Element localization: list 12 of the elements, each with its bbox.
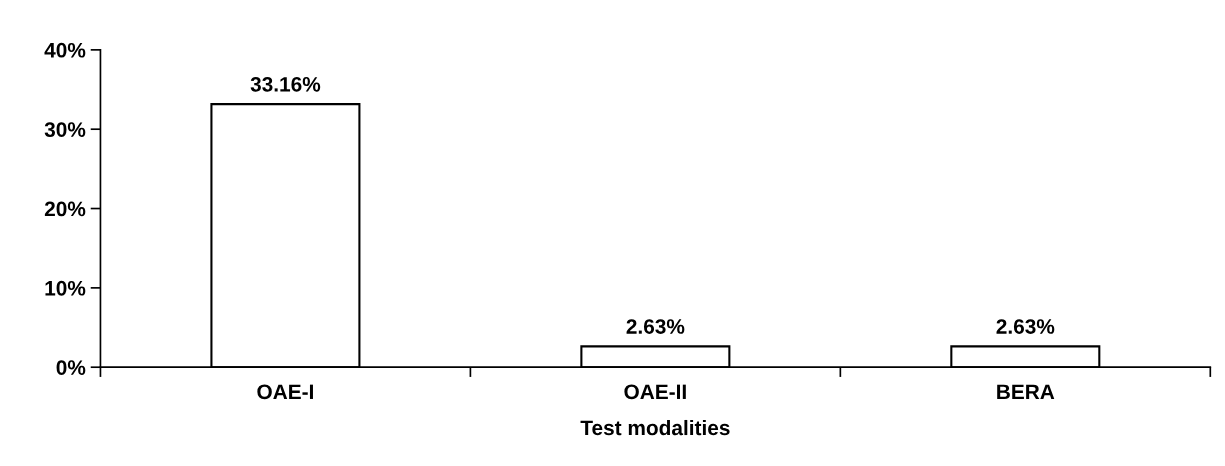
y-tick-label: 20% <box>44 201 86 217</box>
data-label: 2.63% <box>626 319 685 334</box>
y-tick-label: 30% <box>44 122 86 137</box>
y-tick-label: 0% <box>56 360 86 375</box>
x-tick-label: OAE-II <box>624 384 686 400</box>
data-label: 33.16% <box>250 76 321 92</box>
x-tick-label: OAE-I <box>257 384 313 400</box>
x-tick-label: BERA <box>997 384 1055 399</box>
data-label: 2.63% <box>996 319 1055 334</box>
y-tick-label: 10% <box>45 280 86 296</box>
x-axis-title: Test modalities <box>580 419 730 436</box>
y-tick-label: 40% <box>44 42 86 58</box>
